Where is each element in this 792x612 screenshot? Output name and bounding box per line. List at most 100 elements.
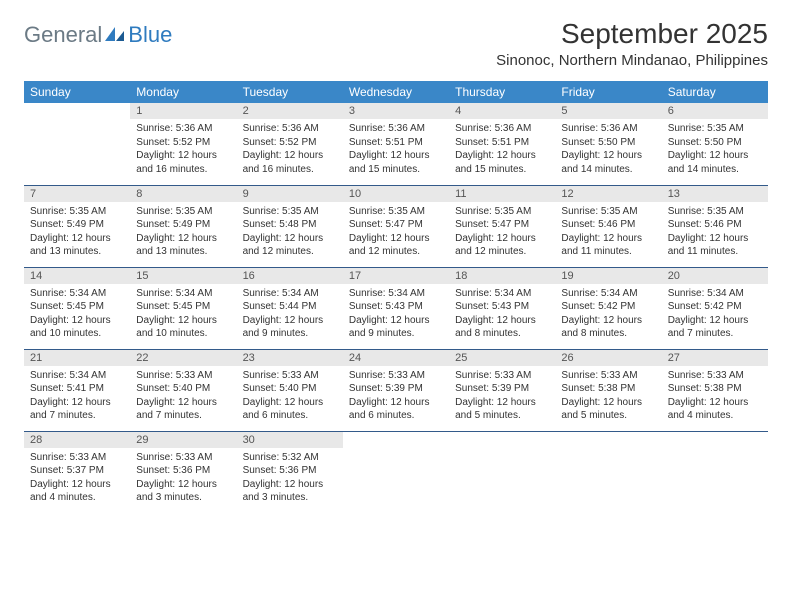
sunset-text: Sunset: 5:43 PM — [455, 300, 549, 314]
sunset-text: Sunset: 5:36 PM — [136, 464, 230, 478]
daylight-text-1: Daylight: 12 hours — [243, 232, 337, 246]
day-number: 22 — [130, 350, 236, 366]
daylight-text-2: and 14 minutes. — [668, 163, 762, 177]
daylight-text-2: and 13 minutes. — [136, 245, 230, 259]
sunrise-text: Sunrise: 5:34 AM — [30, 369, 124, 383]
calendar-week-row: 28Sunrise: 5:33 AMSunset: 5:37 PMDayligh… — [24, 431, 768, 513]
calendar-day-cell: 20Sunrise: 5:34 AMSunset: 5:42 PMDayligh… — [662, 267, 768, 349]
header: General Blue September 2025 Sinonoc, Nor… — [24, 18, 768, 69]
day-details: Sunrise: 5:34 AMSunset: 5:42 PMDaylight:… — [555, 284, 661, 345]
daylight-text-2: and 14 minutes. — [561, 163, 655, 177]
day-details: Sunrise: 5:33 AMSunset: 5:40 PMDaylight:… — [130, 366, 236, 427]
sunrise-text: Sunrise: 5:33 AM — [136, 451, 230, 465]
sunrise-text: Sunrise: 5:33 AM — [349, 369, 443, 383]
daylight-text-1: Daylight: 12 hours — [243, 396, 337, 410]
sunrise-text: Sunrise: 5:35 AM — [243, 205, 337, 219]
day-details: Sunrise: 5:35 AMSunset: 5:46 PMDaylight:… — [555, 202, 661, 263]
daylight-text-2: and 3 minutes. — [136, 491, 230, 505]
daylight-text-2: and 4 minutes. — [668, 409, 762, 423]
calendar-week-row: 1Sunrise: 5:36 AMSunset: 5:52 PMDaylight… — [24, 103, 768, 185]
daylight-text-2: and 11 minutes. — [561, 245, 655, 259]
calendar-day-cell: 5Sunrise: 5:36 AMSunset: 5:50 PMDaylight… — [555, 103, 661, 185]
calendar-day-cell: 3Sunrise: 5:36 AMSunset: 5:51 PMDaylight… — [343, 103, 449, 185]
sunset-text: Sunset: 5:50 PM — [668, 136, 762, 150]
day-details: Sunrise: 5:36 AMSunset: 5:52 PMDaylight:… — [237, 119, 343, 180]
sunrise-text: Sunrise: 5:34 AM — [349, 287, 443, 301]
daylight-text-2: and 8 minutes. — [455, 327, 549, 341]
daylight-text-2: and 7 minutes. — [30, 409, 124, 423]
logo: General Blue — [24, 22, 172, 48]
day-details: Sunrise: 5:33 AMSunset: 5:38 PMDaylight:… — [662, 366, 768, 427]
daylight-text-1: Daylight: 12 hours — [349, 314, 443, 328]
daylight-text-1: Daylight: 12 hours — [243, 478, 337, 492]
calendar-day-cell: 26Sunrise: 5:33 AMSunset: 5:38 PMDayligh… — [555, 349, 661, 431]
sunrise-text: Sunrise: 5:33 AM — [455, 369, 549, 383]
day-details: Sunrise: 5:34 AMSunset: 5:45 PMDaylight:… — [24, 284, 130, 345]
daylight-text-2: and 4 minutes. — [30, 491, 124, 505]
daylight-text-1: Daylight: 12 hours — [243, 149, 337, 163]
sunset-text: Sunset: 5:42 PM — [561, 300, 655, 314]
daylight-text-1: Daylight: 12 hours — [455, 396, 549, 410]
day-number: 7 — [24, 186, 130, 202]
daylight-text-1: Daylight: 12 hours — [561, 396, 655, 410]
daylight-text-1: Daylight: 12 hours — [668, 396, 762, 410]
calendar-day-cell: 21Sunrise: 5:34 AMSunset: 5:41 PMDayligh… — [24, 349, 130, 431]
day-number: 27 — [662, 350, 768, 366]
daylight-text-1: Daylight: 12 hours — [455, 314, 549, 328]
sunset-text: Sunset: 5:46 PM — [668, 218, 762, 232]
sunset-text: Sunset: 5:38 PM — [668, 382, 762, 396]
calendar-week-row: 7Sunrise: 5:35 AMSunset: 5:49 PMDaylight… — [24, 185, 768, 267]
sunset-text: Sunset: 5:38 PM — [561, 382, 655, 396]
daylight-text-2: and 12 minutes. — [455, 245, 549, 259]
sunset-text: Sunset: 5:47 PM — [349, 218, 443, 232]
sunset-text: Sunset: 5:52 PM — [243, 136, 337, 150]
weekday-header: Saturday — [662, 81, 768, 103]
day-details: Sunrise: 5:35 AMSunset: 5:50 PMDaylight:… — [662, 119, 768, 180]
day-details: Sunrise: 5:33 AMSunset: 5:39 PMDaylight:… — [449, 366, 555, 427]
day-number: 24 — [343, 350, 449, 366]
sunrise-text: Sunrise: 5:34 AM — [30, 287, 124, 301]
location-text: Sinonoc, Northern Mindanao, Philippines — [496, 52, 768, 69]
sunrise-text: Sunrise: 5:35 AM — [668, 122, 762, 136]
sunset-text: Sunset: 5:45 PM — [136, 300, 230, 314]
calendar-day-cell: 11Sunrise: 5:35 AMSunset: 5:47 PMDayligh… — [449, 185, 555, 267]
sunset-text: Sunset: 5:49 PM — [30, 218, 124, 232]
day-details: Sunrise: 5:32 AMSunset: 5:36 PMDaylight:… — [237, 448, 343, 509]
day-details: Sunrise: 5:34 AMSunset: 5:41 PMDaylight:… — [24, 366, 130, 427]
day-details: Sunrise: 5:36 AMSunset: 5:52 PMDaylight:… — [130, 119, 236, 180]
day-number: 4 — [449, 103, 555, 119]
sunset-text: Sunset: 5:40 PM — [243, 382, 337, 396]
sunrise-text: Sunrise: 5:32 AM — [243, 451, 337, 465]
sunset-text: Sunset: 5:46 PM — [561, 218, 655, 232]
day-number: 21 — [24, 350, 130, 366]
daylight-text-1: Daylight: 12 hours — [455, 149, 549, 163]
daylight-text-1: Daylight: 12 hours — [455, 232, 549, 246]
sunrise-text: Sunrise: 5:34 AM — [243, 287, 337, 301]
daylight-text-2: and 8 minutes. — [561, 327, 655, 341]
sunset-text: Sunset: 5:43 PM — [349, 300, 443, 314]
calendar-day-cell: 27Sunrise: 5:33 AMSunset: 5:38 PMDayligh… — [662, 349, 768, 431]
sunset-text: Sunset: 5:39 PM — [349, 382, 443, 396]
daylight-text-1: Daylight: 12 hours — [136, 396, 230, 410]
sunset-text: Sunset: 5:45 PM — [30, 300, 124, 314]
day-details: Sunrise: 5:34 AMSunset: 5:42 PMDaylight:… — [662, 284, 768, 345]
sunrise-text: Sunrise: 5:34 AM — [668, 287, 762, 301]
sunset-text: Sunset: 5:37 PM — [30, 464, 124, 478]
day-number: 25 — [449, 350, 555, 366]
day-number: 8 — [130, 186, 236, 202]
daylight-text-1: Daylight: 12 hours — [668, 314, 762, 328]
sunrise-text: Sunrise: 5:35 AM — [455, 205, 549, 219]
calendar-week-row: 21Sunrise: 5:34 AMSunset: 5:41 PMDayligh… — [24, 349, 768, 431]
daylight-text-2: and 16 minutes. — [243, 163, 337, 177]
daylight-text-2: and 6 minutes. — [243, 409, 337, 423]
month-title: September 2025 — [496, 18, 768, 50]
day-details: Sunrise: 5:33 AMSunset: 5:37 PMDaylight:… — [24, 448, 130, 509]
daylight-text-1: Daylight: 12 hours — [30, 232, 124, 246]
daylight-text-1: Daylight: 12 hours — [136, 314, 230, 328]
day-number: 19 — [555, 268, 661, 284]
weekday-header: Tuesday — [237, 81, 343, 103]
sunrise-text: Sunrise: 5:33 AM — [30, 451, 124, 465]
calendar-day-cell: 1Sunrise: 5:36 AMSunset: 5:52 PMDaylight… — [130, 103, 236, 185]
day-number: 5 — [555, 103, 661, 119]
daylight-text-1: Daylight: 12 hours — [136, 478, 230, 492]
